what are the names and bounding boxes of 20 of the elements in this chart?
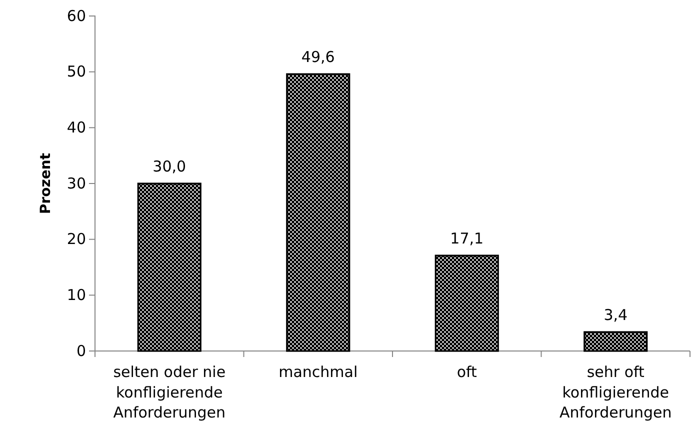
bar	[286, 73, 350, 352]
y-tick-label: 0	[76, 342, 86, 360]
x-tick-label: selten oder nie konfligierende Anforderungen	[113, 363, 226, 422]
x-tick-label: oft	[456, 363, 478, 381]
x-tick-label: manchmal	[278, 363, 358, 381]
y-tick-label: 60	[66, 6, 86, 25]
bar	[584, 331, 648, 352]
y-tick-label: 20	[66, 230, 86, 248]
y-tick-label: 30	[66, 174, 86, 192]
y-tick-label: 40	[66, 118, 86, 136]
bar	[137, 182, 202, 352]
y-tick-label: 10	[66, 286, 86, 304]
bar	[434, 254, 499, 352]
data-label: 17,1	[450, 230, 484, 248]
y-axis-title: Prozent	[38, 152, 54, 214]
data-label: 49,6	[301, 48, 335, 66]
data-label: 30,0	[152, 158, 186, 176]
y-tick-label: 50	[66, 62, 86, 81]
data-label: 3,4	[604, 306, 628, 324]
x-tick-label: sehr oft konfligierende Anforderungen	[559, 363, 672, 422]
